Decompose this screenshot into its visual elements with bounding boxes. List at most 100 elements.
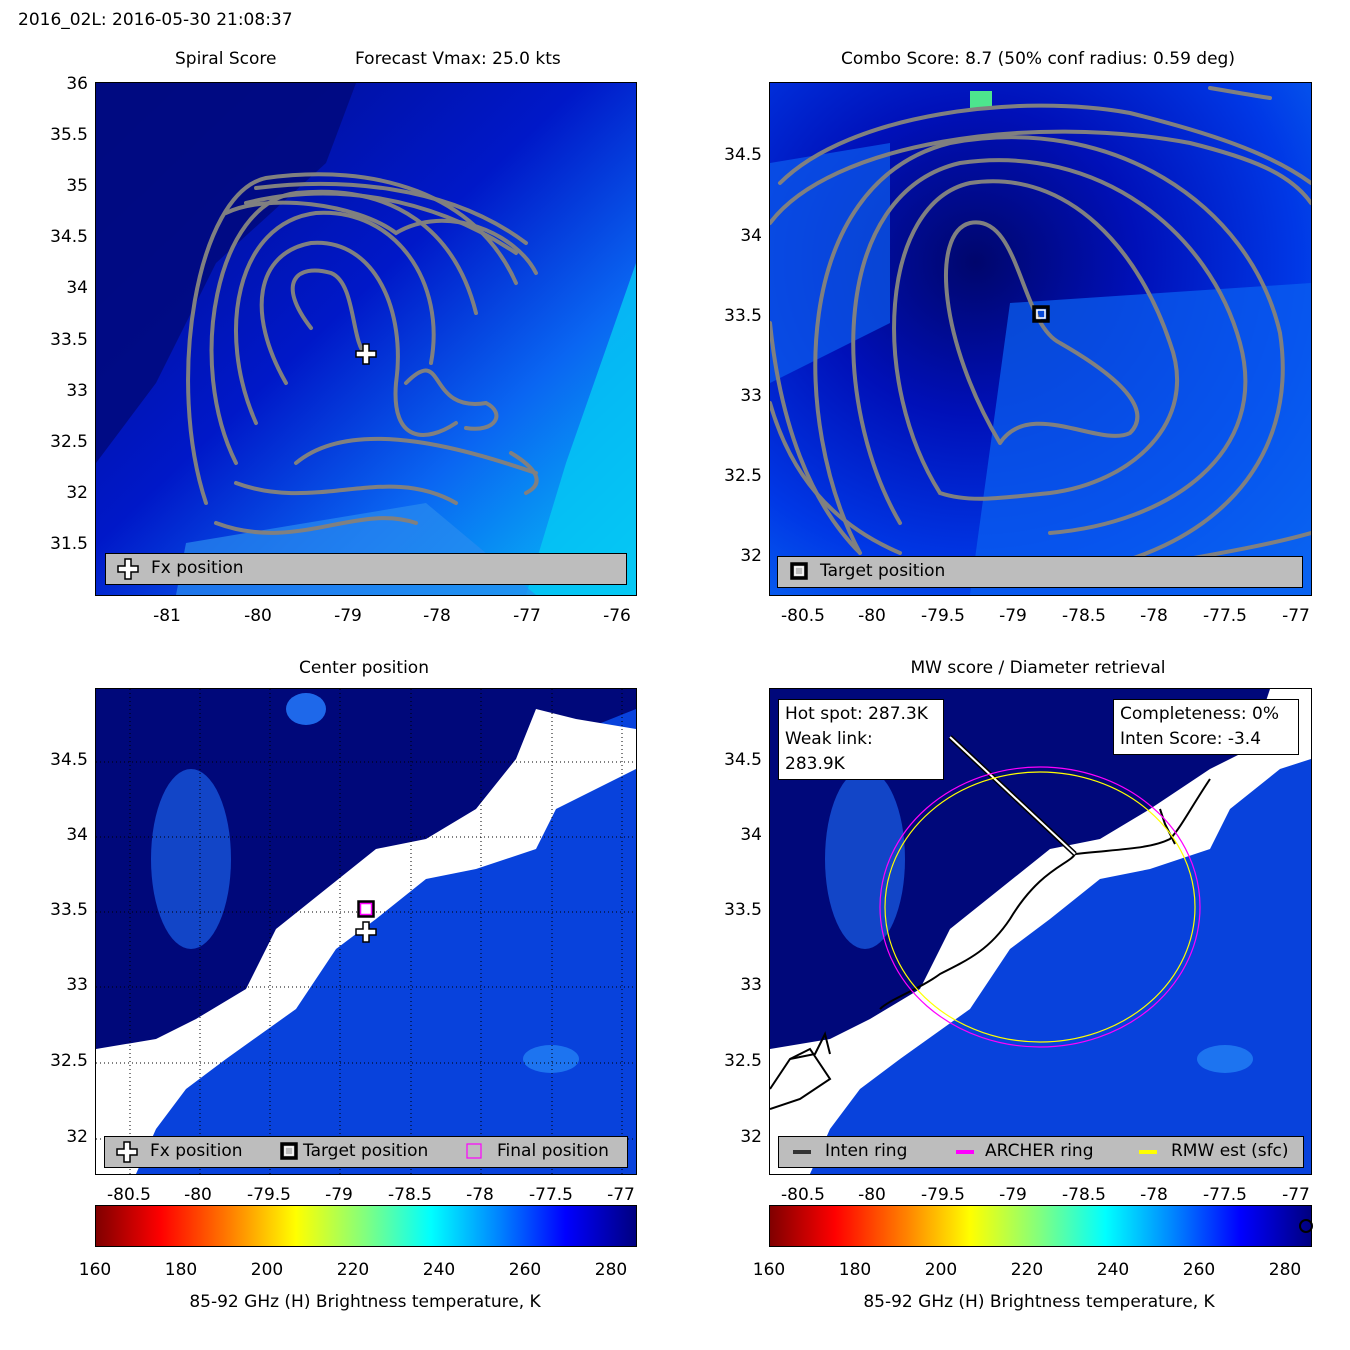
center-x-tick-label: -78.5 [388, 1185, 432, 1205]
center-y-tick-label: 32.5 [50, 1051, 88, 1071]
combo-y-tick-label: 33 [740, 386, 762, 406]
inten-score-text: Inten Score: -3.4 [1120, 729, 1262, 749]
spiral-x-tick-label: -78 [423, 606, 451, 626]
combo-x-tick-label: -77.5 [1203, 606, 1247, 626]
inten-ring-swatch [793, 1150, 811, 1154]
combo-x-tick-label: -80.5 [781, 606, 825, 626]
spiral-x-tick-label: -80 [244, 606, 272, 626]
mw-x-tick-label: -79 [999, 1185, 1027, 1205]
mw-x-tick-label: -77 [1282, 1185, 1310, 1205]
spiral-y-tick-label: 36 [66, 74, 88, 94]
colorbar-left-label: 85-92 GHz (H) Brightness temperature, K [189, 1292, 541, 1312]
fx-position-marker [355, 343, 377, 365]
archer-ring-swatch [956, 1150, 974, 1154]
mw-y-tick-label: 33 [740, 975, 762, 995]
spiral-x-tick-label: -79 [334, 606, 362, 626]
archer-ring [879, 766, 1201, 1048]
colorbar-right-x-tick-label: 260 [1182, 1260, 1216, 1280]
center-position-title: Center position [299, 658, 429, 678]
forecast-vmax-title: Forecast Vmax: 25.0 kts [355, 49, 561, 69]
colorbar-right-x-tick-label: 280 [1268, 1260, 1302, 1280]
target-position-icon [790, 562, 808, 580]
center-y-tick-label: 34.5 [50, 750, 88, 770]
colorbar-left-x-tick-label: 260 [508, 1260, 542, 1280]
mw-score-plot: Hot spot: 287.3K Weak link: 283.9K Compl… [769, 688, 1312, 1175]
legend-fx-label: Fx position [150, 1141, 243, 1161]
fx-position-marker [355, 921, 377, 943]
colorbar-left-x-tick-label: 280 [594, 1260, 628, 1280]
spiral-score-plot: Fx position [95, 82, 637, 596]
legend-rmw-label: RMW est (sfc) [1171, 1141, 1289, 1161]
mw-x-tick-label: -80 [858, 1185, 886, 1205]
mw-y-tick-label: 33.5 [724, 900, 762, 920]
legend-target-label: Target position [820, 561, 946, 581]
spiral-x-tick-label: -81 [153, 606, 181, 626]
combo-y-tick-label: 33.5 [724, 306, 762, 326]
mw-x-tick-label: -78 [1140, 1185, 1168, 1205]
colorbar-left-x-tick-label: 240 [422, 1260, 456, 1280]
spiral-x-tick-label: -77 [513, 606, 541, 626]
rmw-ring-swatch [1139, 1150, 1157, 1154]
colorbar-left-x-tick-label: 180 [164, 1260, 198, 1280]
completeness-text: Completeness: 0% [1120, 704, 1279, 724]
target-position-icon [280, 1142, 298, 1160]
combo-x-tick-label: -77 [1282, 606, 1310, 626]
colorbar-right-x-tick-label: 240 [1096, 1260, 1130, 1280]
colorbar-end-circle [1299, 1219, 1313, 1233]
legend-final-label: Final position [497, 1141, 609, 1161]
spiral-y-tick-label: 33 [66, 381, 88, 401]
weak-link-text: Weak link: 283.9K [785, 729, 873, 774]
center-y-tick-label: 33 [66, 975, 88, 995]
mw-x-tick-label: -79.5 [921, 1185, 965, 1205]
spiral-y-tick-label: 34.5 [50, 227, 88, 247]
combo-x-tick-label: -79 [999, 606, 1027, 626]
spiral-y-tick-label: 32 [66, 483, 88, 503]
mw-y-tick-label: 34 [740, 825, 762, 845]
combo-y-tick-label: 32.5 [724, 466, 762, 486]
target-position-marker [1032, 305, 1050, 323]
legend-fx-label: Fx position [151, 558, 244, 578]
spiral-y-tick-label: 34 [66, 278, 88, 298]
fx-position-icon [116, 1141, 138, 1163]
colorbar-left [95, 1205, 637, 1247]
center-position-plot: Fx position Target position Final positi… [95, 688, 637, 1175]
colorbar-right-label: 85-92 GHz (H) Brightness temperature, K [863, 1292, 1215, 1312]
combo-x-tick-label: -80 [858, 606, 886, 626]
rmw-ring [884, 771, 1196, 1043]
center-y-tick-label: 34 [66, 825, 88, 845]
legend-target-label: Target position [303, 1141, 429, 1161]
mw-x-tick-label: -80.5 [781, 1185, 825, 1205]
center-x-tick-label: -80.5 [107, 1185, 151, 1205]
center-y-tick-label: 32 [66, 1127, 88, 1147]
mw-x-tick-label: -77.5 [1203, 1185, 1247, 1205]
fx-position-icon [117, 558, 139, 580]
center-x-tick-label: -77 [607, 1185, 635, 1205]
mw-legend: Inten ring ARCHER ring RMW est (sfc) [778, 1136, 1304, 1168]
spiral-y-tick-label: 31.5 [50, 534, 88, 554]
combo-score-title: Combo Score: 8.7 (50% conf radius: 0.59 … [841, 49, 1235, 69]
center-x-tick-label: -78 [466, 1185, 494, 1205]
center-x-tick-label: -80 [184, 1185, 212, 1205]
final-position-icon [466, 1143, 482, 1159]
mw-y-tick-label: 32.5 [724, 1051, 762, 1071]
center-y-tick-label: 33.5 [50, 900, 88, 920]
colorbar-right-x-tick-label: 180 [838, 1260, 872, 1280]
mw-y-tick-label: 32 [740, 1127, 762, 1147]
hot-spot-box: Hot spot: 287.3K Weak link: 283.9K [778, 699, 944, 780]
colorbar-left-x-tick-label: 200 [250, 1260, 284, 1280]
mw-y-tick-label: 34.5 [724, 750, 762, 770]
hot-spot-text: Hot spot: 287.3K [785, 704, 928, 724]
colorbar-left-x-tick-label: 160 [78, 1260, 112, 1280]
colorbar-left-x-tick-label: 220 [336, 1260, 370, 1280]
spiral-y-tick-label: 32.5 [50, 432, 88, 452]
spiral-x-tick-label: -76 [603, 606, 631, 626]
combo-legend: Target position [777, 556, 1303, 588]
combo-x-tick-label: -78.5 [1062, 606, 1106, 626]
combo-x-tick-label: -78 [1140, 606, 1168, 626]
center-x-tick-label: -79.5 [247, 1185, 291, 1205]
combo-y-tick-label: 34 [740, 226, 762, 246]
storm-time-label: 2016_02L: 2016-05-30 21:08:37 [18, 10, 293, 30]
center-x-tick-label: -79 [325, 1185, 353, 1205]
legend-inten-label: Inten ring [825, 1141, 908, 1161]
colorbar-right [769, 1205, 1312, 1247]
